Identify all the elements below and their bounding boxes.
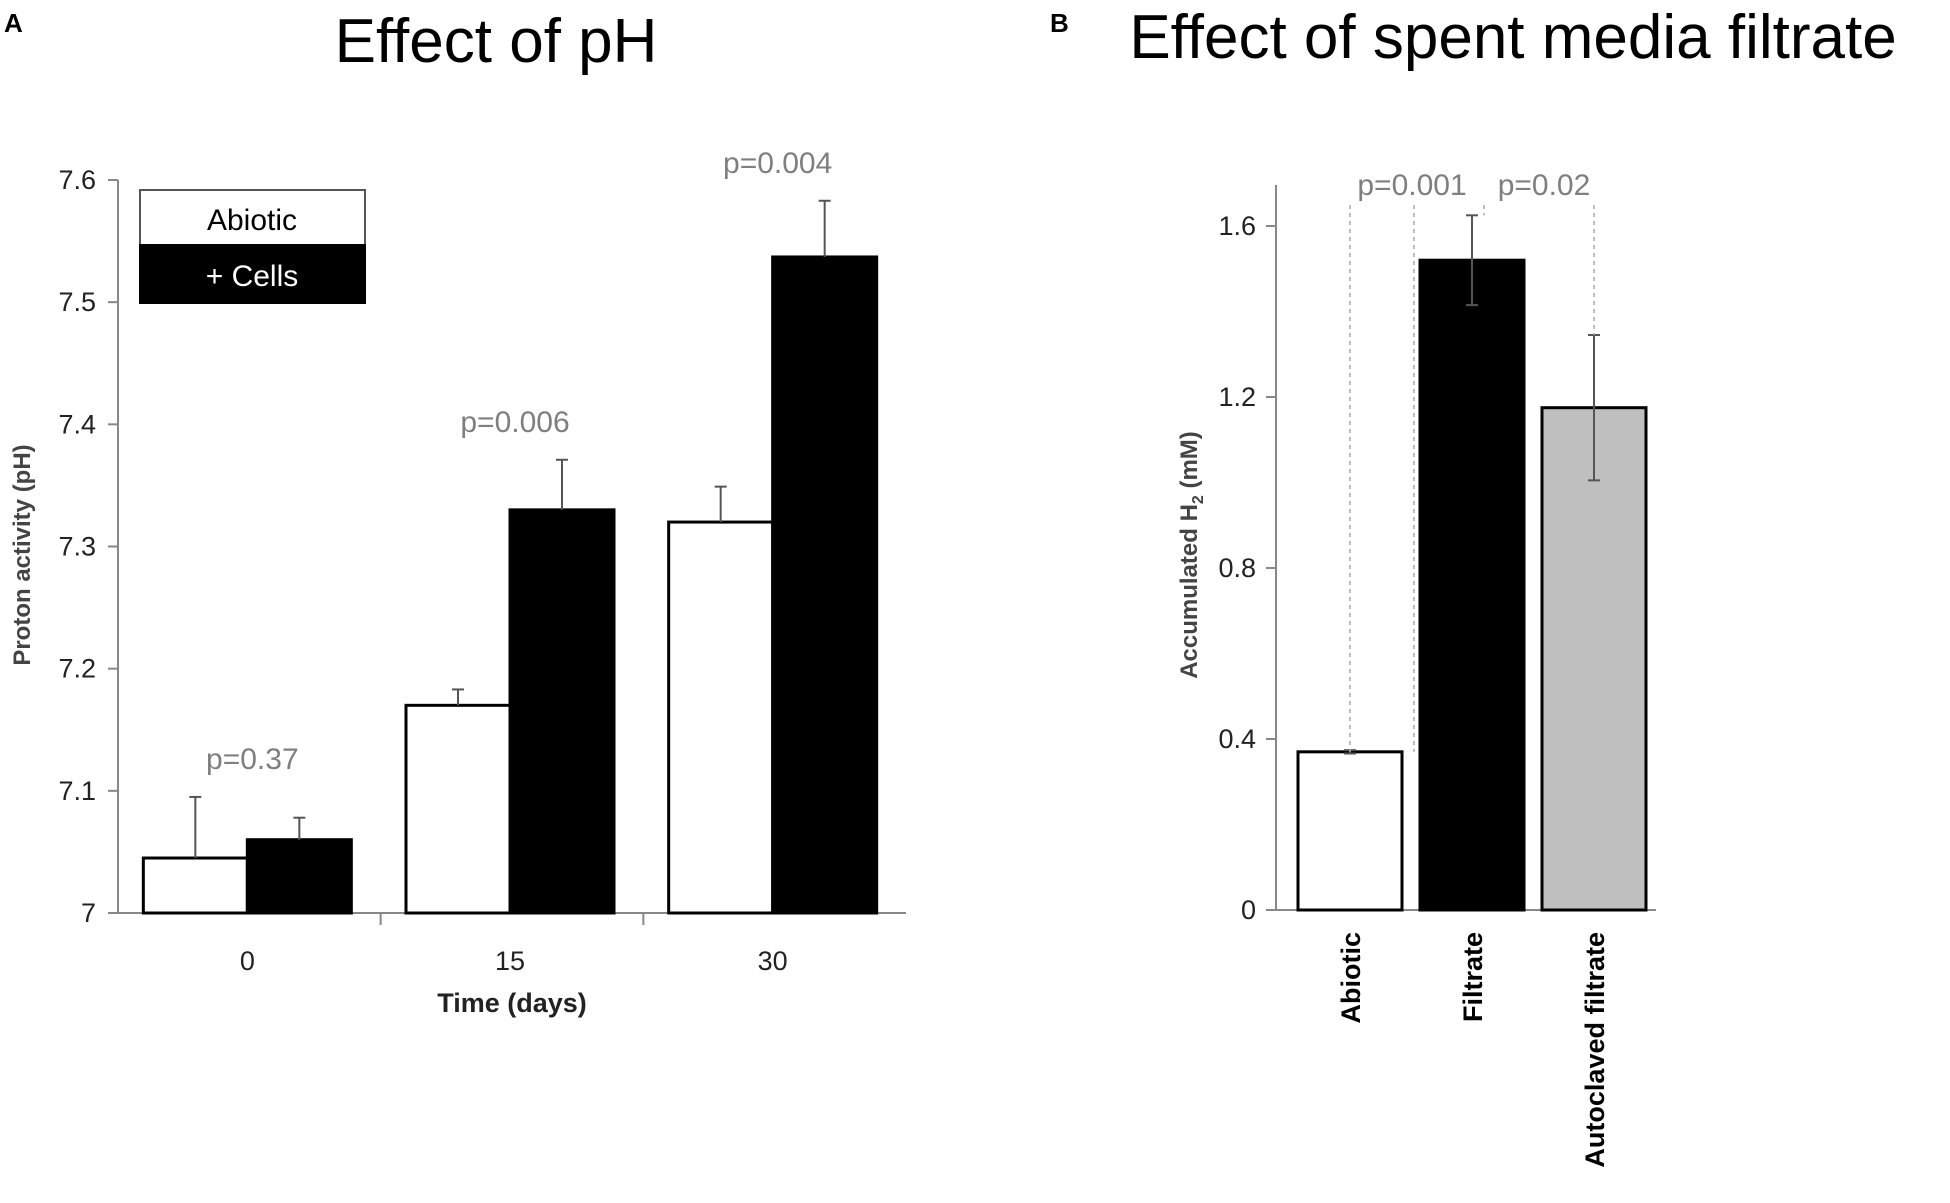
- legend-swatch-abiotic: [139, 189, 366, 246]
- chart-b-ytick-label: 1.6: [1218, 211, 1256, 241]
- chart-a-ylabel: Proton activity (pH): [9, 444, 36, 665]
- chart-b-pvalue: p=0.001: [1357, 169, 1466, 202]
- panel-b-letter: B: [1050, 8, 1069, 38]
- chart-a-bar-abiotic: [667, 520, 775, 915]
- chart-b-ytick-label: 0.8: [1218, 553, 1256, 583]
- chart-a-ytick-label: 7.6: [58, 165, 96, 195]
- chart-a-ytick-label: 7.3: [58, 532, 96, 562]
- legend-swatch-cells: [139, 244, 366, 304]
- chart-b-pvalue: p=0.02: [1498, 169, 1591, 202]
- chart-a: 7 7.1 7.2 7.3 7.4 7.5 7.6 0 p=0.37 15 p=0.006 30 p=…: [9, 147, 906, 1018]
- chart-b-ytick-label: 0: [1241, 895, 1256, 925]
- chart-a-legend: Abiotic + Cells: [139, 189, 366, 304]
- chart-a-pvalue: p=0.37: [206, 743, 299, 776]
- chart-b-ylabel: Accumulated H2 (mM): [1176, 431, 1207, 679]
- chart-a-xtick-label: 0: [240, 946, 255, 976]
- chart-a-ytick-label: 7.5: [58, 287, 96, 317]
- chart-a-ytick-label: 7.4: [58, 409, 96, 439]
- chart-b-bar: [1296, 750, 1404, 912]
- chart-b-bar: [1418, 258, 1526, 912]
- chart-a-xtick-label: 30: [758, 946, 788, 976]
- chart-a-xlabel: Time (days): [437, 988, 587, 1018]
- chart-b-bar: [1540, 406, 1648, 912]
- chart-a-title: Effect of pH: [335, 7, 658, 76]
- panel-a-letter: A: [4, 8, 23, 38]
- chart-b-category-label: Abiotic: [1336, 932, 1366, 1024]
- chart-a-ytick-label: 7.2: [58, 654, 96, 684]
- chart-a-ytick-label: 7: [81, 898, 96, 928]
- chart-b-category-label: Autoclaved filtrate: [1580, 932, 1610, 1168]
- chart-a-pvalue: p=0.006: [460, 406, 569, 439]
- chart-a-bar-cells: [508, 508, 616, 915]
- chart-a-bar-abiotic: [141, 856, 249, 915]
- legend-label-cells: + Cells: [206, 260, 299, 293]
- chart-a-bar-abiotic: [404, 703, 512, 915]
- chart-a-bar-cells: [245, 838, 353, 915]
- chart-b: 0 0.4 0.8 1.2 1.6 Abiotic Filtrate Autoclaved …: [1176, 169, 1656, 1168]
- chart-a-xtick-label: 15: [495, 946, 525, 976]
- legend-label-abiotic: Abiotic: [207, 204, 297, 237]
- chart-b-ytick-label: 0.4: [1218, 724, 1256, 754]
- chart-a-ytick-label: 7.1: [58, 776, 96, 806]
- chart-a-pvalue: p=0.004: [723, 147, 832, 180]
- chart-b-title: Effect of spent media filtrate: [1129, 3, 1896, 72]
- chart-a-bar-cells: [771, 255, 879, 915]
- chart-b-category-label: Filtrate: [1458, 932, 1488, 1022]
- chart-b-ytick-label: 1.2: [1218, 382, 1256, 412]
